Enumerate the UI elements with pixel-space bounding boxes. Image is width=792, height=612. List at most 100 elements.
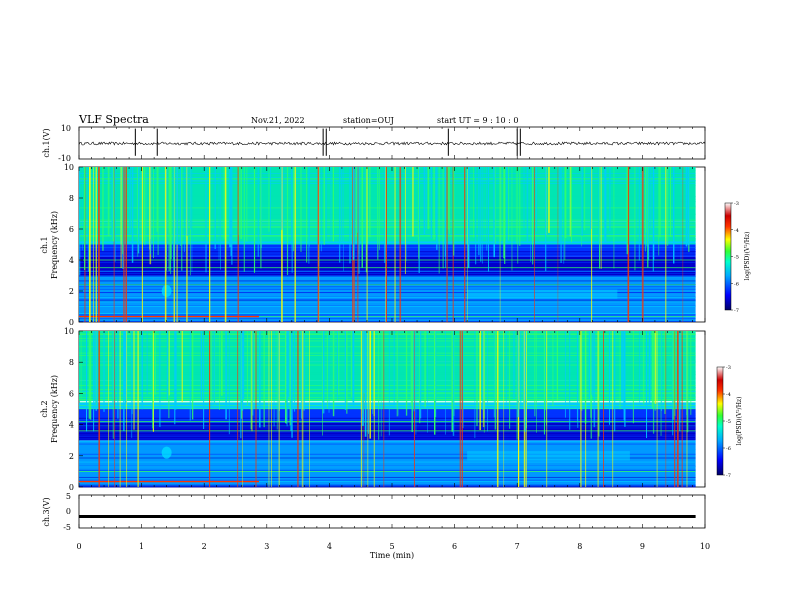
- x-tick-label: 4: [327, 542, 332, 551]
- ch3-waveform-ticks: [78, 495, 706, 528]
- spectrogram-texture: [79, 198, 696, 200]
- spectrogram-texture: [79, 457, 696, 459]
- spectrogram-texture: [79, 382, 696, 384]
- ch2-spectrogram-image: [79, 330, 696, 488]
- spectrogram-texture: [79, 396, 696, 398]
- ch1-waveform-spikes: [134, 128, 521, 156]
- frequency-tick-label: 4: [69, 256, 74, 265]
- spectrogram-texture: [79, 214, 696, 215]
- spectrogram-texture: [79, 183, 696, 184]
- spectrogram-texture: [79, 399, 696, 400]
- spectrogram-texture: [79, 479, 696, 481]
- x-axis-label: Time (min): [370, 551, 414, 560]
- spectrogram-texture: [79, 486, 696, 488]
- spectrogram-texture: [79, 359, 696, 361]
- x-tick-label: 10: [700, 542, 710, 551]
- spectrogram-texture: [79, 281, 696, 283]
- spectrogram-texture: [79, 298, 696, 300]
- x-tick-label: 0: [76, 542, 81, 551]
- spectrogram-texture: [79, 223, 696, 225]
- spectrogram-texture: [79, 417, 696, 419]
- spectrogram-texture: [79, 249, 696, 251]
- colorbar-tick-label: -7: [726, 473, 731, 479]
- ch1-ytick-top: 10: [61, 124, 71, 133]
- spectrogram-texture: [79, 355, 696, 356]
- spectrogram-texture: [79, 225, 696, 227]
- ch1-waveform-trace: [78, 141, 706, 146]
- spectrogram-texture: [79, 346, 696, 348]
- chorus-emission: [467, 289, 618, 299]
- spectrogram-texture: [79, 484, 696, 486]
- frequency-tick-label: 0: [69, 483, 74, 492]
- x-tick-label: 6: [452, 542, 457, 551]
- spectrogram-texture: [79, 476, 696, 478]
- ch1-colorbar-ticks: -3 -4 -5 -6 -7: [731, 201, 739, 314]
- spectrogram-texture: [79, 416, 696, 418]
- spectrogram-texture: [79, 235, 696, 236]
- spectrogram-texture: [79, 361, 696, 363]
- spectrogram-texture: [79, 481, 696, 483]
- frequency-tick-label: 2: [69, 287, 74, 296]
- ch3-waveform-frame: [78, 494, 706, 529]
- spectrogram-texture: [79, 397, 696, 399]
- ch3-ytick-bottom: -5: [63, 523, 71, 532]
- spectrogram-texture: [79, 387, 696, 388]
- spectrogram-texture: [79, 372, 696, 374]
- ch1-colorbar-label: log(PSD)(V²/Hz): [744, 232, 751, 281]
- spectrogram-texture: [79, 238, 696, 240]
- spectrogram-texture: [79, 206, 696, 208]
- spectrogram-texture: [79, 321, 696, 322]
- ch1-ytick-bottom: -10: [58, 154, 71, 163]
- spectrogram-texture: [79, 465, 696, 467]
- spectrogram-texture: [79, 338, 696, 339]
- spectrogram-texture: [79, 205, 696, 207]
- ch1-spectrogram-image: [78, 166, 696, 323]
- emission-blob: [161, 446, 172, 459]
- spectrogram-texture: [79, 185, 696, 186]
- spectrogram-texture: [79, 377, 696, 379]
- colorbar-tick-label: -5: [726, 419, 731, 425]
- spectrogram-texture: [79, 243, 696, 245]
- spectrogram-texture: [79, 213, 696, 215]
- ch2-spectrogram-ylabel-frequency: Frequency (kHz): [50, 375, 59, 443]
- x-tick-label: 5: [389, 542, 394, 551]
- ch1-waveform-ylabel: ch.1(V): [42, 128, 51, 157]
- ch3-ytick-top: 5: [66, 492, 71, 501]
- spectrogram-texture: [79, 293, 696, 294]
- x-tick-label: 8: [577, 542, 582, 551]
- spectrogram-texture: [79, 438, 696, 440]
- spectrogram-texture: [79, 219, 696, 221]
- spectrogram-texture: [79, 418, 696, 420]
- spectrogram-texture: [79, 318, 696, 320]
- emission-blob: [161, 285, 172, 297]
- spectrogram-texture: [79, 314, 696, 316]
- frequency-tick-label: 6: [69, 225, 74, 234]
- header-start-time: start UT = 9 : 10 : 0: [437, 116, 518, 125]
- ch2-colorbar: [716, 366, 724, 476]
- frequency-tick-label: 10: [64, 163, 74, 172]
- spectrogram-texture: [79, 300, 696, 302]
- ch2-colorbar-ticks: -3 -4 -5 -6 -7: [723, 365, 731, 479]
- ch1-colorbar: [724, 202, 732, 311]
- frequency-tick-label: 8: [69, 194, 74, 203]
- spectrogram-texture: [79, 176, 696, 178]
- spectrogram-texture: [79, 297, 696, 299]
- spectrogram-texture: [79, 403, 696, 404]
- colorbar-tick-label: -5: [734, 255, 739, 261]
- ch1-spectrogram-ticks: [78, 167, 706, 322]
- spectrogram-texture: [79, 408, 696, 410]
- spectrogram-texture: [79, 427, 696, 429]
- spectrogram-texture: [79, 469, 696, 470]
- spectrogram-texture: [79, 469, 696, 471]
- spectrogram-texture: [79, 393, 696, 395]
- spectrogram-texture: [79, 275, 696, 277]
- colorbar-tick-label: -6: [734, 281, 739, 287]
- x-tick-label: 1: [139, 542, 144, 551]
- spectrogram-texture: [79, 402, 696, 403]
- spectrogram-texture: [79, 374, 696, 375]
- spectrogram-texture: [79, 333, 696, 335]
- x-tick-label: 7: [515, 542, 520, 551]
